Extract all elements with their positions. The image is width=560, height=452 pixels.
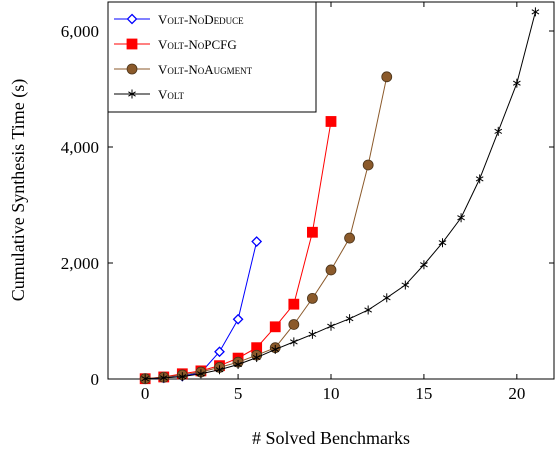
legend-entry: Volt-NoAugment <box>114 62 253 77</box>
y-tick-label: 6,000 <box>61 22 99 41</box>
x-tick-label: 5 <box>234 384 243 403</box>
data-point <box>401 280 410 290</box>
data-point <box>420 260 428 270</box>
y-axis-label: Cumulative Synthesis Time (s) <box>8 79 29 302</box>
data-point <box>307 226 318 238</box>
data-point <box>531 7 540 17</box>
data-point <box>232 313 244 325</box>
data-point <box>307 292 318 304</box>
legend-entry: Volt <box>114 87 185 102</box>
data-point <box>382 293 391 303</box>
legend-label: Volt <box>158 87 185 102</box>
legend-label: Volt-NoDeduce <box>158 12 244 27</box>
x-tick-label: 10 <box>323 384 340 403</box>
data-point <box>141 374 150 384</box>
x-tick-label: 20 <box>508 384 525 403</box>
data-point <box>362 159 374 171</box>
legend-label: Volt-NoAugment <box>158 62 253 77</box>
series-line <box>145 121 332 380</box>
series-line <box>145 76 388 380</box>
data-point <box>215 365 224 375</box>
data-point <box>288 319 300 330</box>
data-point <box>159 373 168 383</box>
data-point <box>197 369 205 379</box>
x-tick-label: 0 <box>141 384 150 403</box>
data-point <box>327 321 335 331</box>
legend-marker <box>126 38 138 50</box>
series-line <box>145 11 536 380</box>
y-tick-label: 2,000 <box>61 254 99 273</box>
legend-entry: Volt-NoPCFG <box>114 37 237 52</box>
data-point <box>364 305 373 315</box>
data-point <box>512 78 521 88</box>
legend-marker <box>126 13 138 25</box>
y-tick-label: 4,000 <box>61 138 99 157</box>
data-point <box>325 116 337 127</box>
data-point <box>475 174 484 184</box>
data-point <box>252 353 261 363</box>
legend-marker <box>126 63 138 75</box>
data-point <box>288 298 300 310</box>
data-point <box>325 264 337 276</box>
x-axis-label: # Solved Benchmarks <box>252 428 410 448</box>
data-point <box>269 321 281 333</box>
data-point <box>438 238 447 248</box>
data-point <box>381 71 393 83</box>
data-point <box>234 360 242 369</box>
legend-label: Volt-NoPCFG <box>158 37 237 52</box>
series-1 <box>139 116 337 385</box>
data-point <box>345 314 354 324</box>
data-point <box>308 329 317 339</box>
legend-entry: Volt-NoDeduce <box>114 12 244 27</box>
legend-marker <box>128 89 136 99</box>
data-point <box>271 344 280 354</box>
data-point <box>289 337 298 347</box>
data-point <box>494 126 503 136</box>
data-point <box>251 236 263 247</box>
x-tick-label: 15 <box>415 384 432 403</box>
axis-ticks: 0 5 10 15 20 0 2,000 4,000 6,000 <box>61 2 554 403</box>
data-point <box>457 213 465 223</box>
data-point <box>178 372 187 382</box>
legend: Volt-NoDeduce Volt-NoPCFG Volt-NoAugment Vo… <box>107 1 317 113</box>
y-tick-label: 0 <box>91 370 100 389</box>
series-layer <box>139 7 540 385</box>
series-3 <box>141 7 540 384</box>
data-point <box>214 346 225 358</box>
data-point <box>344 232 355 244</box>
